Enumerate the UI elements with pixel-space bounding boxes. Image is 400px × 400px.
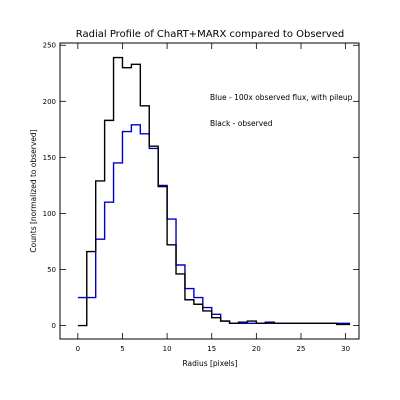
x-tick-label: 5 [120,345,124,353]
chart-marx-profile-line [77,124,351,325]
y-tick-label: 0 [52,322,56,330]
plot-content [77,56,351,327]
annotation-blue-legend: Blue - 100x observed flux, with pileup [210,93,353,102]
observed-profile-line [77,56,351,327]
x-axis-ticks: 0 5 10 15 20 25 30 [76,43,350,353]
y-tick-label: 200 [43,98,56,106]
y-tick-label: 250 [43,42,56,50]
y-tick-label: 150 [43,154,56,162]
x-axis-label: Radius [pixels] [182,359,237,368]
plot-frame [59,42,360,340]
y-tick-label: 50 [47,266,56,274]
y-axis-label: Counts [normalized to observed] [29,129,38,252]
x-tick-label: 30 [341,345,350,353]
x-tick-label: 20 [252,345,261,353]
x-tick-label: 15 [207,345,216,353]
y-tick-label: 100 [43,210,56,218]
x-tick-label: 25 [297,345,306,353]
annotation-black-legend: Black - observed [210,119,273,128]
chart-title: Radial Profile of ChaRT+MARX compared to… [76,29,345,40]
y-axis-ticks: 0 50 100 150 200 250 [43,42,359,330]
x-tick-label: 0 [76,345,80,353]
x-tick-label: 10 [163,345,172,353]
